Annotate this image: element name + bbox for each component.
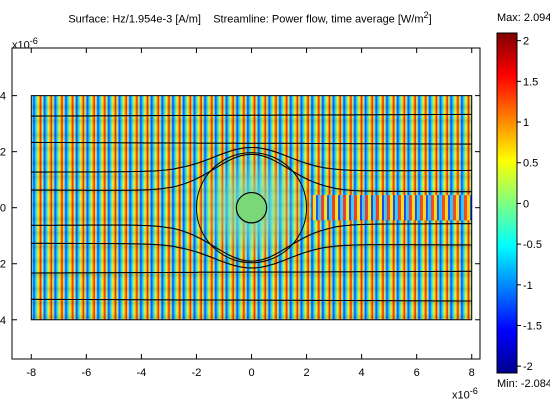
colorbar-tick-label: 2 (523, 36, 529, 48)
colorbar-tick-label: 0.5 (523, 158, 538, 170)
x-tick-label: -8 (26, 367, 36, 379)
x-multiplier-base: x10 (452, 389, 470, 402)
y-tick-label: 4 (0, 91, 6, 103)
streamlines (31, 113, 472, 302)
streamline (31, 146, 472, 173)
x-tick-label: 4 (359, 367, 365, 379)
streamline (31, 298, 472, 302)
y-tick-label: 4 (0, 315, 6, 327)
y-axis: 4 2 0 2 4 (0, 91, 480, 327)
streamline (31, 270, 472, 274)
x-tick-label: 8 (469, 367, 475, 379)
streamline (31, 153, 472, 193)
colorbar-min-label: Min: -2.084 (497, 378, 550, 390)
streamline (31, 141, 472, 145)
y-multiplier-exp: -6 (29, 36, 38, 46)
streamline-unit-sup: 2 (423, 10, 429, 20)
colorbar-tick-label: 1.5 (523, 76, 538, 88)
cylinder (235, 191, 268, 224)
x-tick-label: 2 (304, 367, 310, 379)
colorbar-ticks: 2 1.5 1 0.5 0 -0.5 -1 -1.5 -2 (517, 36, 542, 373)
x-tick-label: 0 (248, 367, 254, 379)
colorbar-tick-label: -1 (523, 280, 533, 292)
plot-title: Surface: Hz/1.954e-3 [A/m] Streamline: P… (0, 10, 500, 26)
x-tick-label: -6 (81, 367, 91, 379)
x-tick-label: 6 (414, 367, 420, 379)
x-tick-label: -2 (192, 367, 202, 379)
surface-title: Surface: Hz/1.954e-3 [A/m] (68, 13, 201, 26)
x-tick-label: -4 (136, 367, 146, 379)
x-axis: -8 -6 -4 -2 0 2 4 6 8 (26, 48, 475, 379)
colorbar-tick-label: -2 (523, 361, 533, 373)
cloak-outer-boundary (195, 152, 308, 264)
streamline (31, 242, 472, 269)
streamline (31, 113, 472, 117)
y-tick-label: 2 (0, 147, 6, 159)
colorbar (496, 32, 518, 374)
colorbar-max-label: Max: 2.094 (497, 12, 550, 24)
domain-boundary (30, 95, 473, 321)
streamline (31, 223, 472, 262)
x-multiplier-exp: -6 (469, 386, 478, 396)
colorbar-tick-label: 1 (523, 117, 529, 129)
y-tick-label: 0 (0, 203, 6, 215)
colorbar-tick-label: -0.5 (523, 239, 542, 251)
y-tick-label: 2 (0, 259, 6, 271)
forward-jet (312, 195, 472, 221)
streamline-title: Streamline: Power flow, time average [W/… (213, 13, 424, 26)
x-axis-multiplier: x10-6 (452, 386, 478, 402)
colorbar-tick-label: 0 (523, 198, 529, 210)
streamline-title-end: ] (428, 13, 432, 26)
colorbar-tick-label: -1.5 (523, 320, 542, 332)
